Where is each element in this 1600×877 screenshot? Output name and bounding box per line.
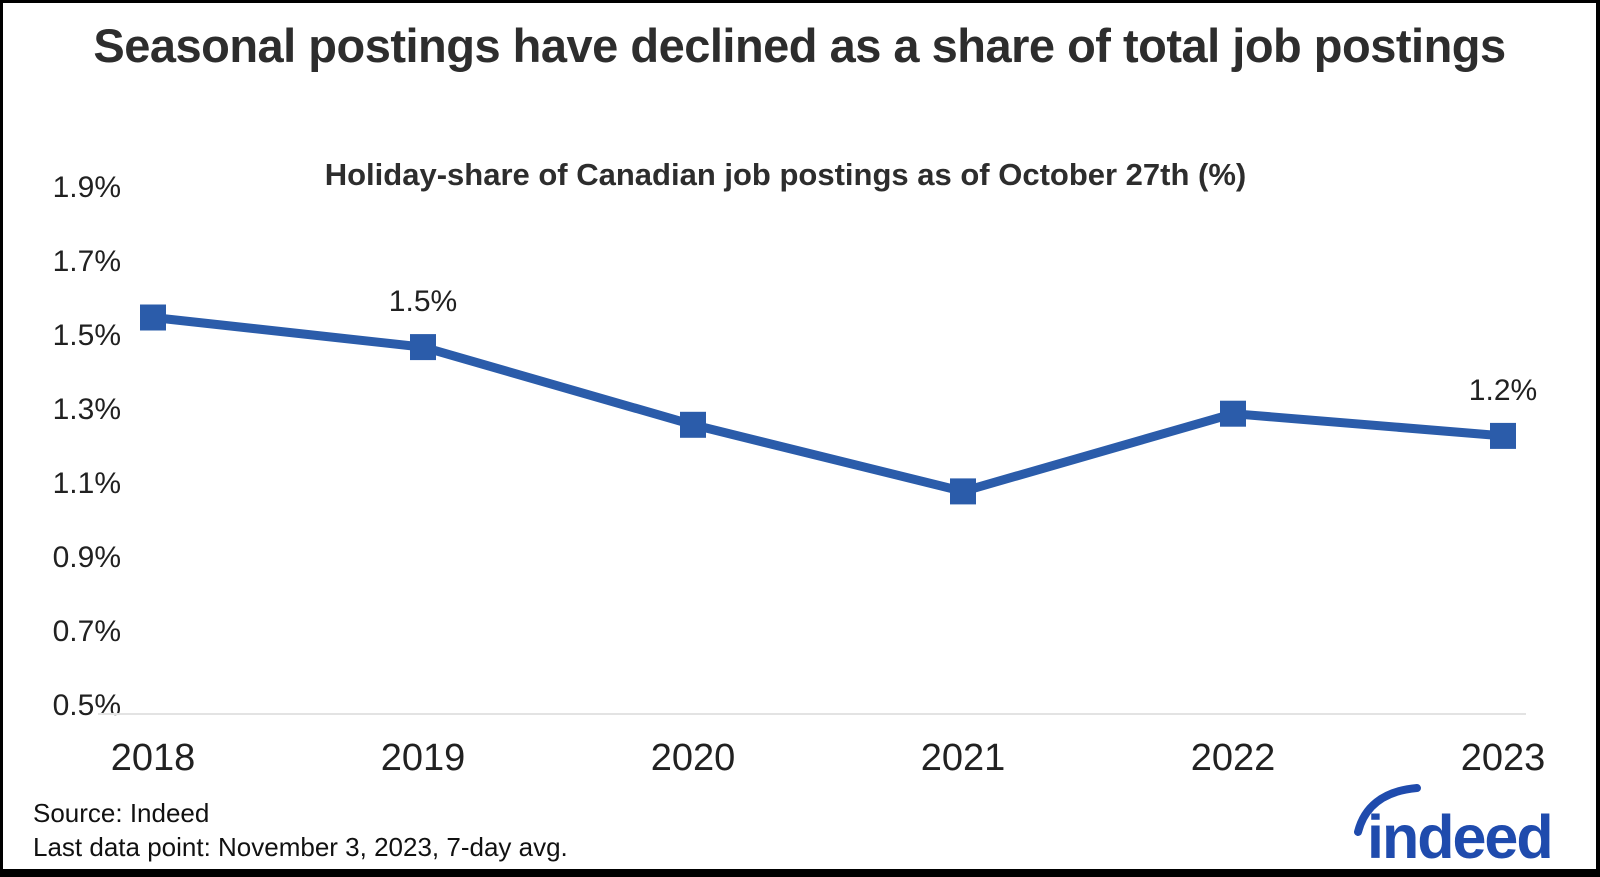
data-point-marker — [950, 478, 976, 505]
indeed-logo: indeed — [1351, 782, 1593, 869]
chart-title: Seasonal postings have declined as a sha… — [93, 19, 1506, 72]
x-axis-tick-label: 2023 — [1460, 737, 1546, 779]
data-point-marker — [140, 304, 166, 331]
y-axis-tick-label: 1.3% — [52, 393, 121, 426]
logo-wordmark: indeed — [1367, 803, 1552, 866]
data-point-marker — [1490, 422, 1516, 449]
y-axis-tick-label: 1.1% — [52, 467, 121, 500]
x-axis-baseline — [98, 713, 1526, 715]
x-axis-tick-label: 2020 — [650, 737, 736, 779]
last-data-point-note: Last data point: November 3, 2023, 7-day… — [33, 832, 568, 862]
data-point-label: 1.5% — [388, 285, 458, 319]
x-axis-tick-label: 2018 — [110, 737, 196, 779]
y-axis-tick-label: 1.9% — [52, 171, 121, 204]
x-axis-tick-label: 2019 — [380, 737, 466, 779]
logo-arc-icon — [1354, 784, 1421, 836]
data-point-label: 1.2% — [1468, 373, 1538, 407]
x-axis-tick-label: 2021 — [920, 737, 1006, 779]
chart-subtitle: Holiday-share of Canadian job postings a… — [324, 157, 1247, 192]
y-axis-tick-label: 0.9% — [52, 541, 121, 574]
y-axis-tick-label: 1.5% — [52, 319, 121, 352]
y-axis-tick-label: 0.5% — [52, 689, 121, 722]
source-line: Source: Indeed — [33, 798, 210, 828]
y-axis-tick-label: 0.7% — [52, 615, 121, 648]
data-point-marker — [680, 411, 706, 438]
data-point-marker — [410, 334, 436, 361]
source-note: Source: Indeed Last data point: November… — [33, 796, 568, 864]
y-axis-tick-label: 1.7% — [52, 245, 121, 278]
trend-line — [148, 313, 1508, 496]
line-chart-plot — [140, 304, 1516, 505]
indeed-logo-graphic: indeed — [1354, 784, 1554, 869]
data-point-marker — [1220, 400, 1246, 427]
x-axis-tick-label: 2022 — [1190, 737, 1276, 779]
